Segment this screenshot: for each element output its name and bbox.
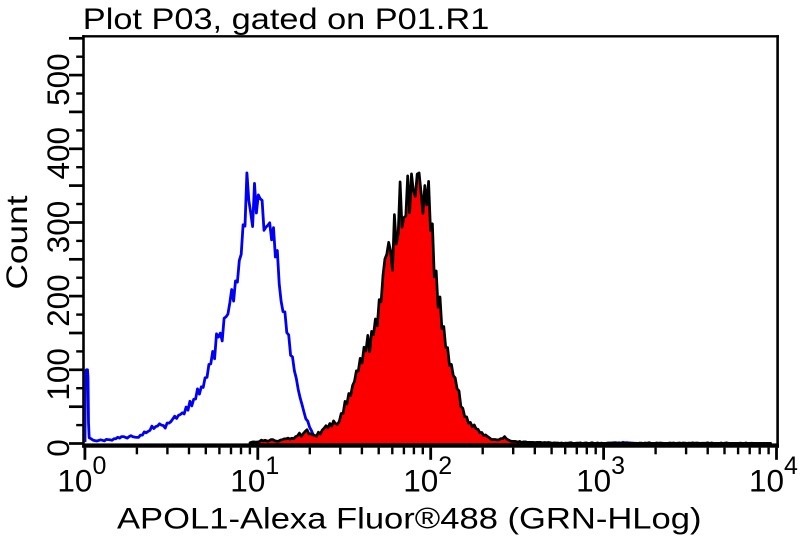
svg-text:300: 300 — [40, 201, 76, 254]
svg-text:Count: Count — [1, 196, 34, 290]
svg-text:100: 100 — [40, 348, 76, 401]
svg-text:500: 500 — [40, 53, 76, 106]
svg-text:0: 0 — [40, 439, 76, 457]
svg-text:APOL1-Alexa Fluor®488 (GRN-HLo: APOL1-Alexa Fluor®488 (GRN-HLog) — [117, 503, 702, 536]
svg-text:Plot P03, gated on P01.R1: Plot P03, gated on P01.R1 — [83, 3, 490, 36]
svg-text:400: 400 — [40, 127, 76, 180]
svg-text:200: 200 — [40, 274, 76, 327]
